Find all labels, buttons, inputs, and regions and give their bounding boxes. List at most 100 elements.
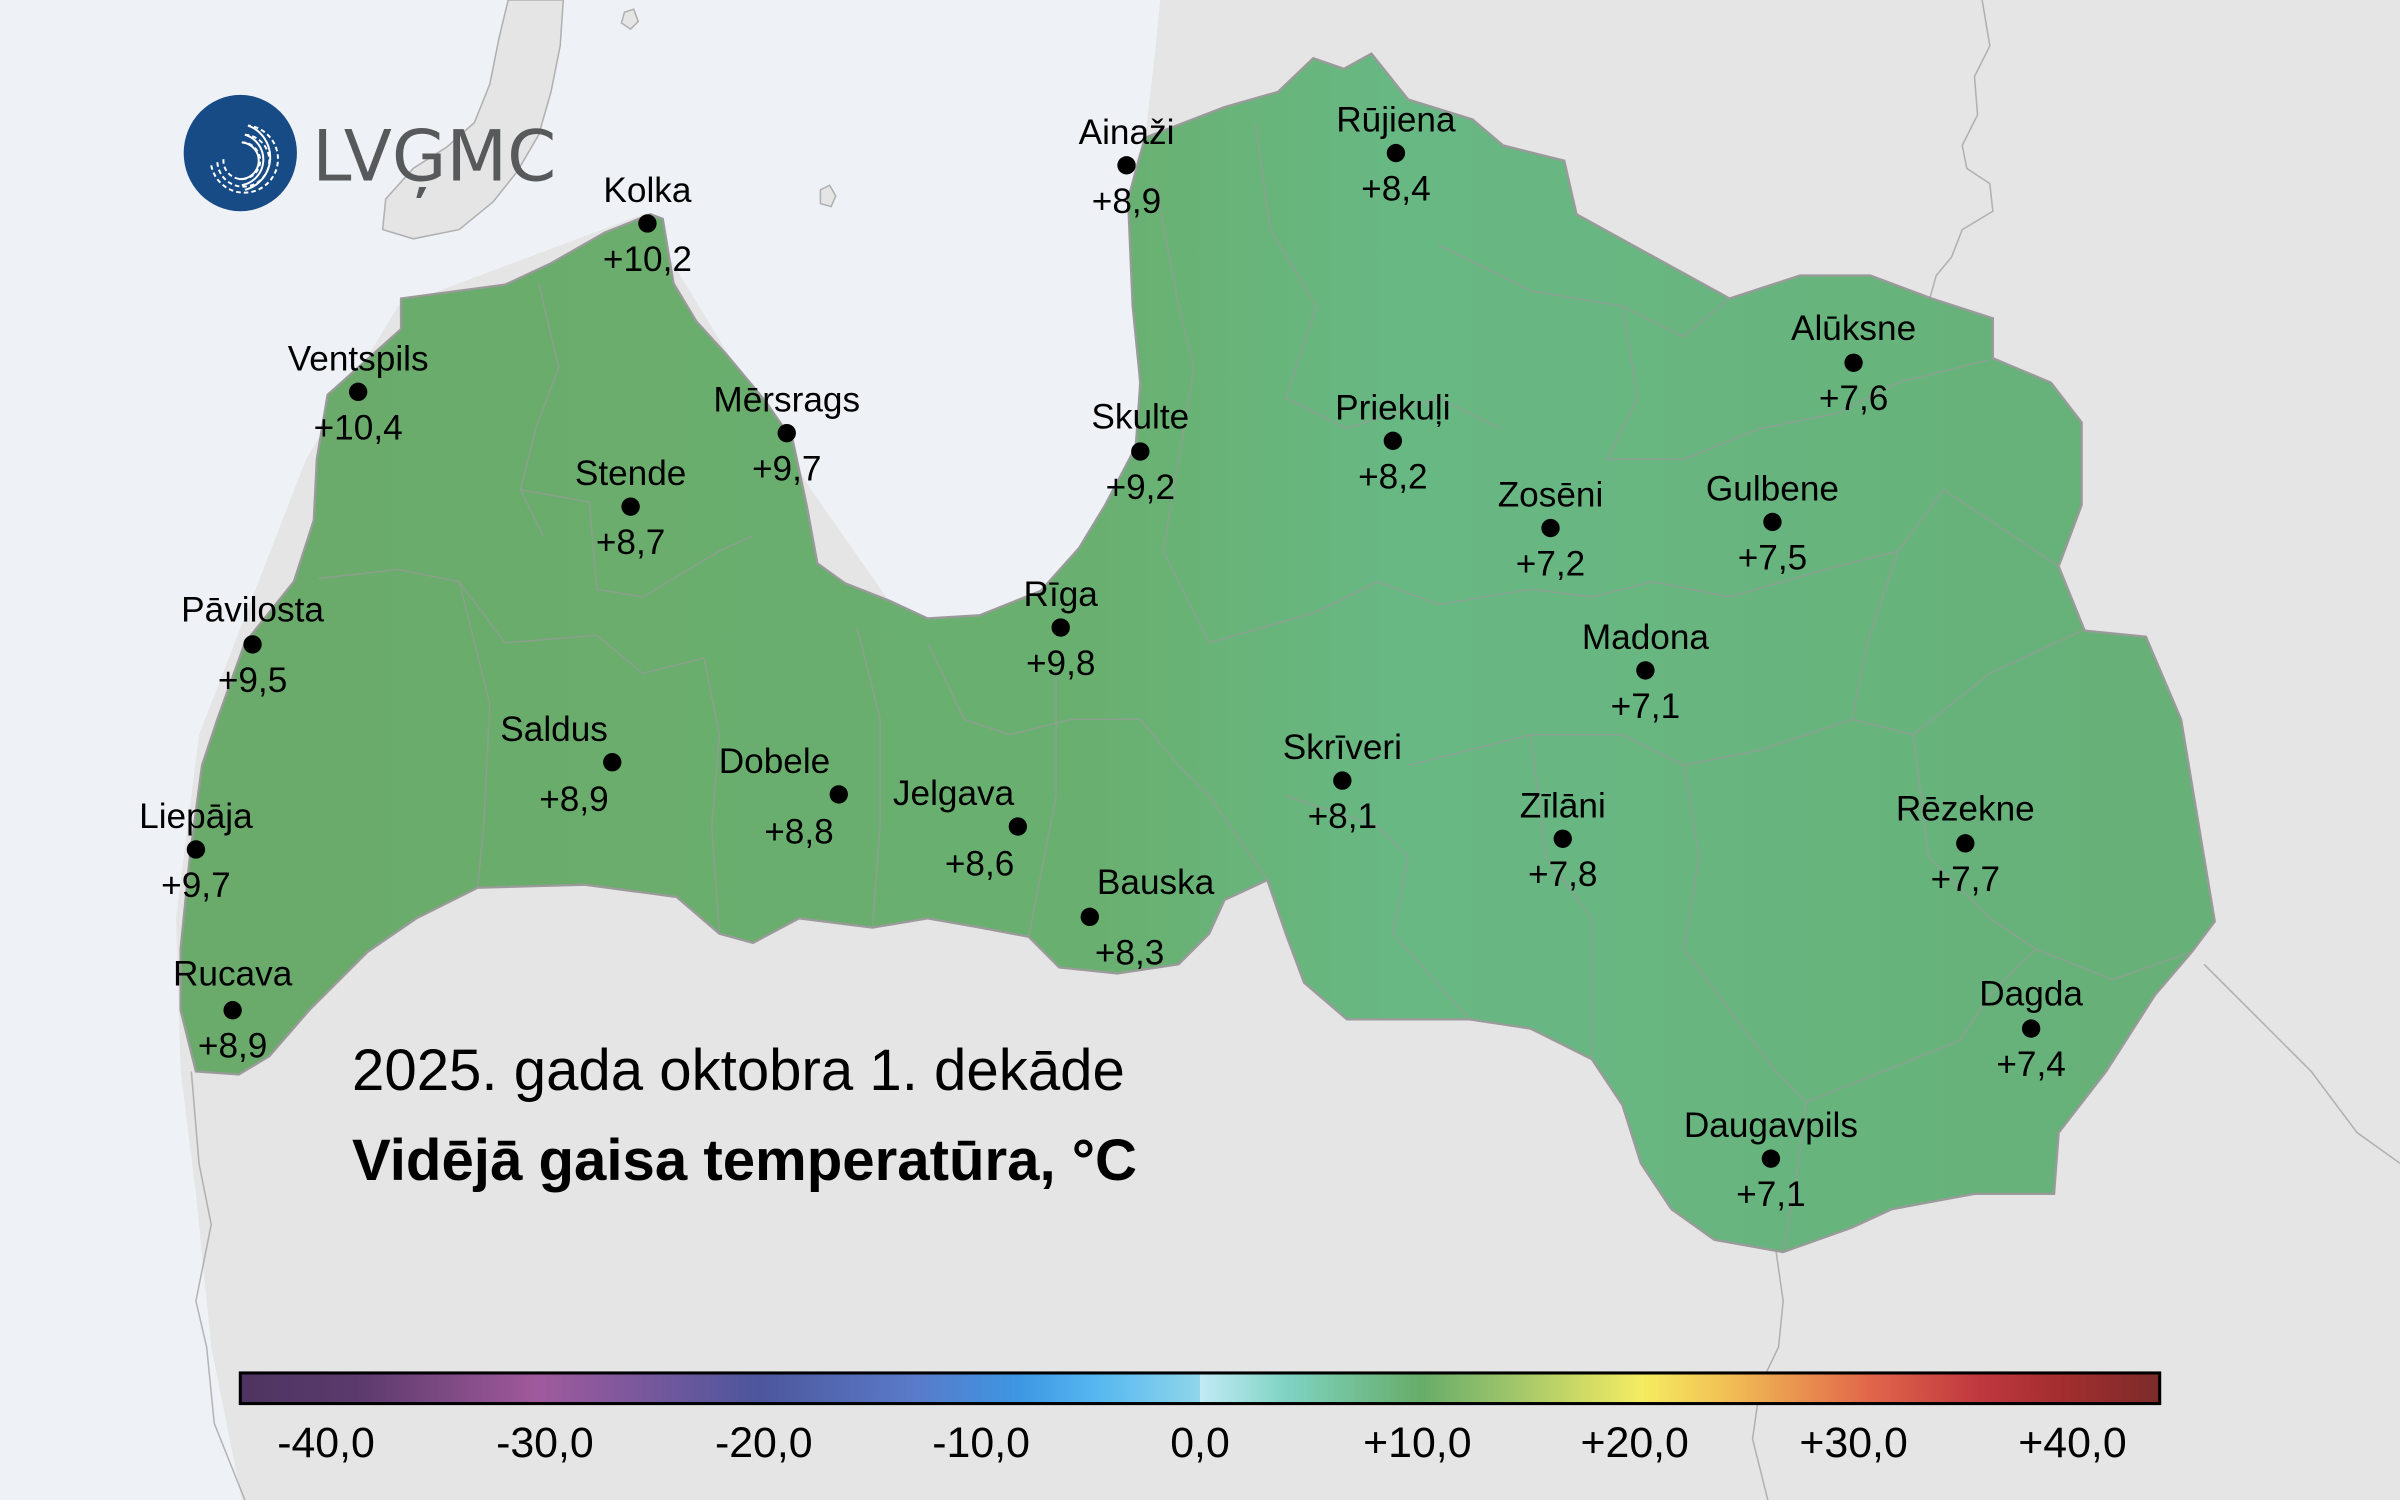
- station-dot-icon: [1763, 512, 1782, 532]
- latvia-russia-belarus-border: [2203, 963, 2400, 1164]
- station-dobele[interactable]: Dobele +8,8: [719, 742, 848, 851]
- station-dot-icon: [1541, 518, 1560, 538]
- station-value: +7,2: [1516, 545, 1585, 584]
- municipal-boundaries: [318, 122, 2193, 1253]
- station-dot-icon: [1131, 442, 1150, 461]
- station-ventspils[interactable]: Ventspils +10,4: [288, 339, 429, 447]
- station-skulte[interactable]: Skulte +9,2: [1091, 398, 1189, 507]
- station-name: Ainaži: [1079, 113, 1175, 152]
- station-value: +9,8: [1026, 644, 1095, 683]
- stations: Kolka +10,2 Ventspils +10,4 Mērsrags +9,…: [139, 101, 2083, 1214]
- station-dot-icon: [1761, 1149, 1781, 1168]
- station-name: Stende: [575, 454, 687, 493]
- station-liepaja[interactable]: Liepāja +9,7: [139, 797, 253, 905]
- station-value: +8,9: [539, 780, 608, 819]
- station-value: +8,4: [1361, 170, 1430, 209]
- station-value: +9,7: [752, 450, 821, 489]
- station-pavilosta[interactable]: Pāvilosta +9,5: [181, 590, 324, 699]
- station-dot-icon: [1553, 829, 1572, 848]
- station-name: Jelgava: [893, 774, 1015, 813]
- station-dot-icon: [1383, 431, 1403, 450]
- station-name: Rēzekne: [1896, 789, 2035, 828]
- station-name: Zīlāni: [1520, 786, 1606, 825]
- station-skriveri[interactable]: Skrīveri +8,1: [1283, 728, 1402, 836]
- station-dot-icon: [1636, 661, 1655, 680]
- station-dagda[interactable]: Dagda +7,4: [1979, 975, 2083, 1084]
- station-mersrags[interactable]: Mērsrags +9,7: [713, 381, 860, 489]
- station-value: +7,5: [1738, 538, 1807, 577]
- station-rujiena[interactable]: Rūjiena +8,4: [1336, 101, 1456, 209]
- station-value: +8,8: [764, 812, 833, 851]
- colorbar-tick: -30,0: [496, 1419, 594, 1467]
- station-zilani[interactable]: Zīlāni +7,8: [1520, 786, 1606, 894]
- station-value: +8,6: [945, 845, 1014, 884]
- lvgmc-logo: LVĢMC: [183, 94, 556, 212]
- station-madona[interactable]: Madona +7,1: [1582, 618, 1710, 726]
- station-value: +8,9: [1092, 182, 1161, 221]
- station-dot-icon: [223, 1001, 242, 1020]
- station-name: Skrīveri: [1283, 728, 1402, 767]
- islet-2: [620, 8, 640, 31]
- station-name: Rucava: [173, 955, 293, 994]
- station-value: +8,3: [1095, 933, 1164, 972]
- station-name: Priekuļi: [1335, 388, 1450, 427]
- station-name: Rīga: [1024, 575, 1099, 614]
- station-name: Dagda: [1979, 975, 2083, 1014]
- station-name: Alūksne: [1791, 309, 1916, 348]
- station-riga[interactable]: Rīga +9,8: [1024, 575, 1099, 683]
- sea-area: [0, 0, 1161, 1500]
- station-value: +8,9: [198, 1027, 267, 1066]
- colorbar-gradient: [238, 1371, 2162, 1406]
- station-saldus[interactable]: Saldus +8,9: [500, 710, 622, 819]
- logo-wave-rings-icon: [210, 124, 279, 194]
- station-value: +7,8: [1528, 855, 1597, 894]
- station-dot-icon: [1008, 817, 1028, 836]
- map-variable-title: Vidējā gaisa temperatūra, °C: [352, 1128, 1137, 1193]
- station-dot-icon: [1956, 834, 1975, 853]
- station-dot-icon: [777, 423, 796, 443]
- station-daugavpils[interactable]: Daugavpils +7,1: [1684, 1106, 1858, 1214]
- station-dot-icon: [621, 497, 640, 516]
- logo-emblem-icon: [183, 94, 297, 212]
- station-dot-icon: [186, 840, 206, 859]
- station-name: Pāvilosta: [181, 590, 324, 629]
- station-value: +10,4: [314, 408, 403, 447]
- station-dot-icon: [243, 635, 262, 654]
- colorbar-tick: +10,0: [1363, 1419, 1471, 1467]
- latvia-territory: [179, 52, 2217, 1254]
- station-rezekne[interactable]: Rēzekne +7,7: [1896, 789, 2035, 898]
- station-zoseni[interactable]: Zosēni +7,2: [1498, 476, 1604, 584]
- station-value: +9,5: [218, 661, 287, 700]
- station-name: Rūjiena: [1336, 101, 1456, 140]
- station-dot-icon: [638, 214, 657, 233]
- station-rucava[interactable]: Rucava +8,9: [173, 955, 293, 1066]
- station-stende[interactable]: Stende +8,7: [575, 454, 687, 562]
- station-aluksne[interactable]: Alūksne +7,6: [1791, 309, 1916, 418]
- station-jelgava[interactable]: Jelgava +8,6: [893, 774, 1028, 884]
- station-ainazi[interactable]: Ainaži +8,9: [1079, 113, 1175, 221]
- station-dot-icon: [603, 753, 622, 772]
- station-value: +8,1: [1308, 797, 1377, 836]
- station-value: +8,2: [1358, 457, 1427, 496]
- station-value: +7,6: [1819, 379, 1888, 418]
- station-priekuli[interactable]: Priekuļi +8,2: [1335, 388, 1450, 496]
- station-name: Skulte: [1091, 398, 1189, 437]
- station-value: +9,2: [1106, 468, 1175, 507]
- station-dot-icon: [1051, 618, 1070, 637]
- station-dot-icon: [1333, 771, 1352, 790]
- station-kolka[interactable]: Kolka +10,2: [603, 171, 692, 279]
- station-dot-icon: [1386, 143, 1406, 163]
- station-value: +7,1: [1611, 687, 1680, 726]
- lithuania-belarus-border: [1751, 1247, 1784, 1500]
- station-name: Ventspils: [288, 339, 429, 378]
- station-name: Daugavpils: [1684, 1106, 1858, 1145]
- station-gulbene[interactable]: Gulbene +7,5: [1706, 470, 1839, 578]
- logo-text: LVĢMC: [312, 116, 556, 199]
- colorbar-tick: -40,0: [277, 1419, 375, 1467]
- lithuania-coast: [190, 1071, 246, 1500]
- station-name: Dobele: [719, 742, 831, 781]
- station-bauska[interactable]: Bauska +8,3: [1080, 863, 1215, 972]
- station-value: +7,1: [1736, 1175, 1805, 1214]
- station-value: +9,7: [161, 866, 230, 905]
